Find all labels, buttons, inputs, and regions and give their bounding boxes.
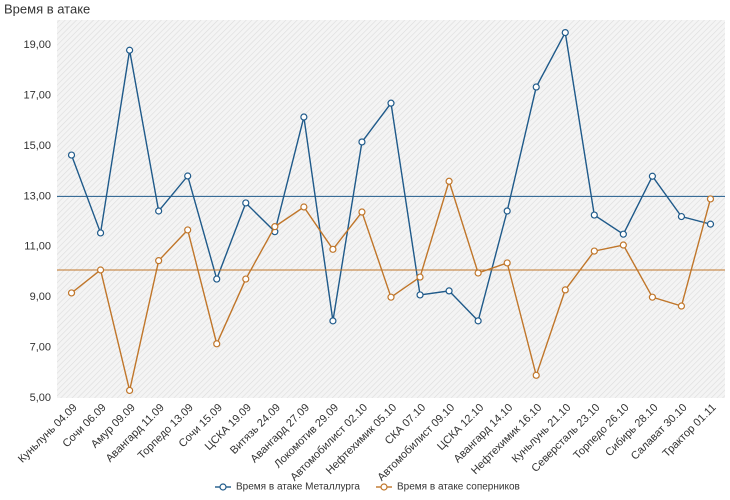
data-point [300,113,308,121]
y-tick-label: 13,00 [23,190,51,202]
data-point [126,46,134,54]
data-point [155,257,163,265]
data-point [300,203,308,211]
data-point [242,275,250,283]
data-point [445,177,453,185]
plot-area [57,20,725,398]
legend-label: Время в атаке соперников [397,482,520,493]
data-point [503,207,511,215]
data-point [213,275,221,283]
data-point [503,259,511,267]
y-tick-label: 9,00 [30,291,51,303]
data-point [387,99,395,107]
data-point [561,28,569,37]
data-point [532,371,540,379]
data-point [532,83,540,91]
data-point [329,245,337,253]
x-tick-label: Трактор 01.11 [661,402,719,460]
data-point [184,226,192,234]
legend-marker [219,483,227,491]
data-point [648,172,656,180]
data-point [706,195,715,203]
data-point [358,208,366,216]
chart-title: Время в атаке [4,1,90,16]
data-point [561,286,569,294]
y-tick-label: 15,00 [23,140,51,152]
data-point [358,138,366,146]
data-point [416,291,424,299]
data-point [590,247,598,255]
data-point [155,207,163,215]
data-point [242,199,250,207]
data-point [96,266,105,274]
data-point [329,317,337,325]
data-point [648,293,656,301]
y-tick-label: 19,00 [23,39,51,51]
legend-marker [380,483,388,491]
data-point [96,229,105,237]
data-point [677,302,686,310]
data-point [619,230,627,238]
y-tick-label: 11,00 [24,241,51,253]
data-point [67,151,76,159]
data-point [67,289,76,297]
data-point [184,172,192,180]
data-point [677,212,686,221]
y-tick-label: 7,00 [30,342,51,354]
data-point [619,241,627,249]
data-point [474,317,482,325]
data-point [706,220,715,228]
data-point [590,211,598,219]
data-point [416,273,424,281]
data-point [126,386,134,395]
y-tick-label: 17,00 [23,90,51,102]
data-point [445,287,453,295]
legend-label: Время в атаке Металлурга [236,482,360,493]
y-tick-label: 5,00 [30,392,51,404]
data-point [213,340,221,348]
data-point [271,223,279,231]
data-point [387,293,395,301]
data-point [474,269,482,277]
